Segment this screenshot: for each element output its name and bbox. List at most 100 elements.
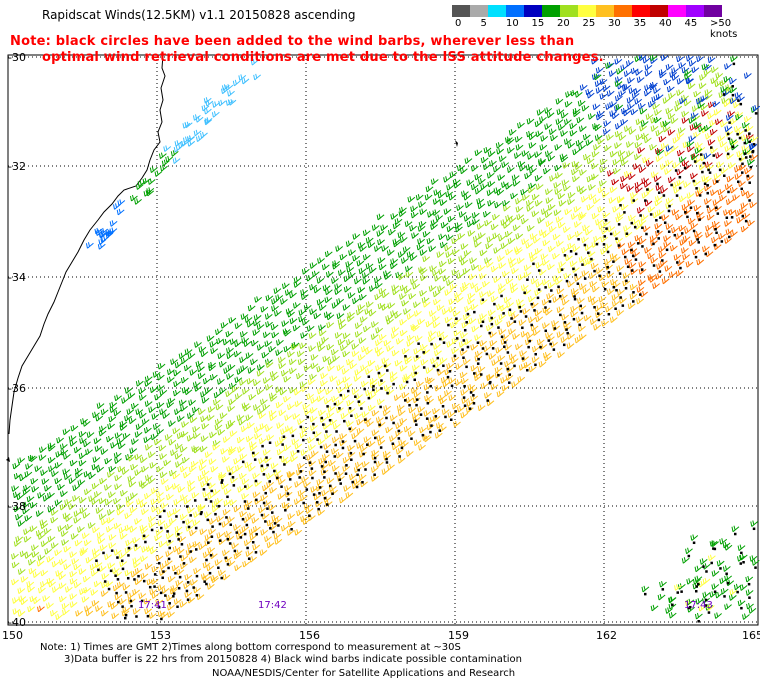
contamination-circle bbox=[617, 244, 621, 247]
contamination-circle bbox=[429, 384, 432, 388]
contamination-circle bbox=[430, 424, 433, 427]
contamination-circle bbox=[103, 580, 107, 583]
wind-barb bbox=[187, 480, 195, 487]
wind-barb bbox=[154, 534, 163, 542]
contamination-circle bbox=[189, 550, 192, 553]
wind-barb bbox=[165, 550, 174, 558]
wind-barb bbox=[667, 176, 676, 184]
wind-barb bbox=[688, 60, 697, 67]
wind-barb bbox=[644, 70, 653, 77]
contamination-circle bbox=[220, 481, 223, 484]
wind-barb bbox=[555, 216, 564, 223]
wind-barb bbox=[213, 391, 222, 399]
wind-barb bbox=[719, 577, 728, 585]
contamination-circle bbox=[357, 468, 360, 472]
wind-barb bbox=[373, 245, 382, 252]
wind-barb bbox=[695, 190, 704, 197]
wind-barb bbox=[464, 338, 473, 346]
wind-barb bbox=[150, 498, 159, 506]
wind-barb bbox=[665, 223, 674, 230]
wind-barb bbox=[346, 266, 355, 273]
wind-barb bbox=[326, 411, 335, 419]
wind-barb bbox=[439, 357, 448, 364]
wind-barb bbox=[430, 357, 438, 365]
wind-barb bbox=[465, 406, 474, 414]
wind-barb bbox=[360, 364, 369, 372]
wind-barb bbox=[143, 436, 152, 444]
wind-barb bbox=[353, 277, 362, 285]
contamination-circle bbox=[722, 93, 726, 96]
wind-barb bbox=[247, 367, 256, 374]
wind-barb bbox=[138, 480, 147, 488]
wind-barb bbox=[361, 461, 370, 468]
wind-barb bbox=[248, 528, 257, 536]
wind-barb bbox=[447, 411, 456, 418]
wind-barb bbox=[685, 55, 694, 62]
legend-swatch bbox=[614, 5, 632, 17]
wind-barb bbox=[271, 305, 279, 312]
wind-barb bbox=[130, 492, 138, 499]
wind-barb bbox=[130, 571, 139, 578]
wind-barb bbox=[377, 439, 386, 446]
wind-barb bbox=[250, 58, 259, 66]
wind-barb bbox=[368, 285, 377, 292]
wind-barb bbox=[590, 262, 599, 270]
wind-barb bbox=[397, 273, 406, 281]
wind-barb bbox=[586, 257, 595, 265]
wind-barb bbox=[106, 517, 115, 524]
wind-barb bbox=[524, 338, 533, 346]
wind-barb bbox=[365, 301, 374, 308]
wind-barb bbox=[647, 101, 656, 108]
wind-barb bbox=[527, 153, 535, 160]
wind-barb bbox=[28, 567, 37, 575]
wind-barb bbox=[443, 176, 451, 183]
contamination-circle bbox=[331, 492, 334, 495]
wind-barb bbox=[185, 549, 194, 556]
wind-barb bbox=[714, 118, 723, 126]
contamination-circle bbox=[632, 199, 636, 202]
wind-barb bbox=[156, 374, 165, 381]
wind-barb bbox=[458, 255, 467, 262]
contamination-circle bbox=[426, 391, 429, 394]
wind-barb bbox=[192, 541, 201, 548]
wind-barb bbox=[522, 308, 531, 315]
wind-barb bbox=[407, 430, 416, 437]
wind-barb bbox=[725, 228, 734, 236]
wind-barb bbox=[725, 198, 734, 206]
wind-barb bbox=[577, 325, 586, 332]
wind-barb bbox=[109, 220, 118, 227]
contamination-circle bbox=[461, 348, 464, 351]
wind-barb bbox=[654, 109, 662, 116]
wind-barb bbox=[691, 66, 700, 74]
contamination-circle bbox=[463, 328, 467, 332]
wind-barb bbox=[327, 358, 336, 366]
contamination-circle bbox=[262, 501, 266, 505]
wind-barb bbox=[40, 581, 48, 588]
contamination-circle bbox=[453, 354, 457, 358]
wind-barb bbox=[503, 296, 512, 304]
wind-barb bbox=[724, 603, 732, 610]
wind-barb bbox=[237, 446, 245, 453]
wind-barb bbox=[455, 296, 464, 303]
wind-barb bbox=[598, 223, 606, 230]
wind-barb bbox=[397, 231, 406, 239]
wind-barb bbox=[578, 256, 587, 263]
wind-barb bbox=[124, 524, 133, 532]
contamination-circle bbox=[403, 399, 407, 402]
wind-barb bbox=[208, 458, 217, 465]
wind-barb bbox=[139, 456, 148, 464]
wind-barb bbox=[106, 230, 115, 237]
wind-barb bbox=[197, 505, 206, 513]
wind-barb bbox=[111, 567, 120, 574]
footer-credit: NOAA/NESDIS/Center for Satellite Applica… bbox=[212, 668, 516, 679]
wind-barb bbox=[451, 269, 460, 276]
wind-barb bbox=[55, 570, 64, 577]
contamination-circle bbox=[521, 357, 525, 360]
wind-barb bbox=[642, 156, 650, 164]
wind-barb bbox=[401, 391, 410, 399]
wind-barb bbox=[233, 457, 242, 465]
wind-barb bbox=[108, 415, 117, 423]
wind-barb bbox=[541, 299, 550, 306]
wind-barb bbox=[233, 505, 242, 513]
wind-barb bbox=[621, 85, 630, 92]
